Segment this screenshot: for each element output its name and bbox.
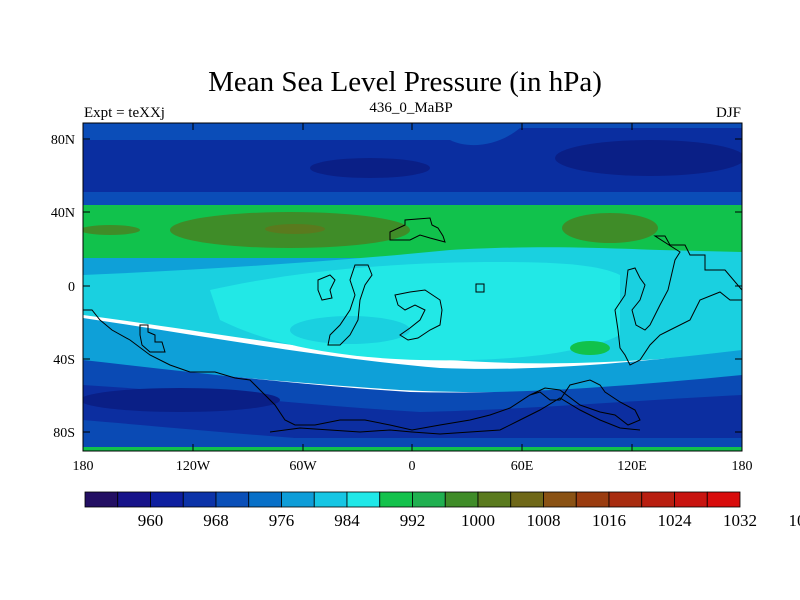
lat-tick-0: 0 [68,280,75,295]
lon-tick-120e: 120E [617,459,647,474]
figure-title: Mean Sea Level Pressure (in hPa) [208,66,602,98]
lon-tick-180w: 180 [73,459,94,474]
south-subtropics [83,318,742,393]
colorbar-swatch [346,491,381,508]
cyan-pocket [290,316,410,344]
high-north-atlantic-core [265,224,325,234]
colorbar-swatch [575,491,610,508]
colorbar-label: 1000 [461,511,495,530]
period-label: 436_0_MaBP [369,100,452,116]
colorbar: 960 968 976 984 992 1000 1008 1016 1024 1032 1040 [84,491,800,530]
lat-tick-80n: 80N [51,133,75,148]
coastline-north-landmass [389,217,446,243]
lat-tick-40n: 40N [51,206,75,221]
lon-tick-60w: 60W [289,459,317,474]
colorbar-swatch [313,491,348,508]
colorbar-swatch [412,491,446,508]
colorbar-label: 976 [269,511,295,530]
colorbar-label: 960 [138,511,164,530]
coastline-central-landmass-a [317,274,336,301]
colorbar-swatch [477,491,512,508]
high-north-pacific [562,213,658,243]
high-west [83,225,140,235]
lon-tick-0: 0 [409,459,416,474]
band-mid-north [83,192,742,206]
south-low-west [83,388,280,412]
lat-tick-80s: 80S [53,426,75,441]
colorbar-swatch [543,491,577,508]
colorbar-label: 1024 [658,511,693,530]
colorbar-swatch [608,491,643,508]
lon-tick-180e: 180 [732,459,753,474]
coastline-island-b [139,324,166,353]
colorbar-swatch [84,491,119,508]
coastline-west-landmass [83,309,641,431]
colorbar-label: 1016 [592,511,626,530]
colorbar-label: 984 [334,511,360,530]
lat-tick-40s: 40S [53,353,75,368]
colorbar-swatch [379,491,413,508]
map-panel: 80N 40N 0 40S 80S 180 120W 60W 0 60E 120… [51,122,753,474]
experiment-label: Expt = teXXj [84,105,165,121]
colorbar-swatch [182,491,217,508]
colorbar-label: 968 [203,511,229,530]
colorbar-swatch [281,491,315,508]
colorbar-swatch [444,491,479,508]
colorbar-label: 992 [400,511,426,530]
lat-axis [83,138,742,433]
coastline-antarctic [269,397,641,435]
colorbar-swatch [150,491,184,508]
coastline-central-landmass-c [394,289,443,341]
lon-tick-60e: 60E [511,459,534,474]
colorbar-swatch [674,491,708,508]
colorbar-label: 1040 [789,511,800,530]
colorbar-swatch [215,491,250,508]
colorbar-label: 1008 [527,511,561,530]
coastlines [83,217,742,435]
coastline-island-a [475,283,485,293]
colorbar-swatch [248,491,282,508]
colorbar-swatch [706,491,741,508]
lon-axis [192,123,633,451]
colorbar-swatch [510,491,544,508]
north-polar-cap [83,123,742,146]
coastline-central-landmass-b [327,264,373,346]
colorbar-label: 1032 [723,511,757,530]
polar-low [310,158,430,178]
season-label: DJF [716,105,741,121]
colorbar-swatch [641,491,675,508]
coastline-east-landmass [614,235,742,366]
colorbar-swatch [117,491,151,508]
lon-tick-120w: 120W [176,459,211,474]
south-green-pocket [570,341,610,355]
polar-low-east [555,140,742,176]
